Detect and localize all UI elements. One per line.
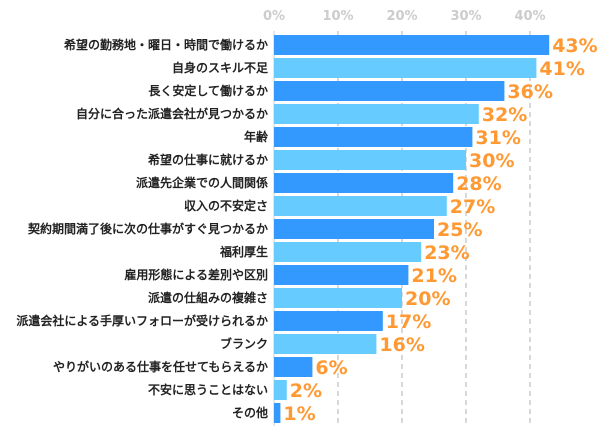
value-label: 36% (507, 81, 552, 103)
bar (274, 104, 479, 124)
bar (274, 334, 377, 354)
value-label: 23% (424, 242, 469, 264)
value-label: 41% (539, 58, 584, 80)
category-label: 希望の仕事に就けるか (147, 152, 268, 167)
value-label: 16% (379, 334, 424, 356)
category-label: 契約期間満了後に次の仕事がすぐ見つかるか (27, 221, 268, 236)
category-label: 不安に思うことはない (148, 382, 268, 397)
category-label: 自身のスキル不足 (172, 60, 268, 75)
value-label: 28% (456, 173, 501, 195)
value-label: 27% (450, 196, 495, 218)
category-label: 年齢 (244, 129, 269, 144)
value-label: 32% (482, 104, 527, 126)
category-label: 雇用形態による差別や区別 (124, 267, 268, 282)
x-tick-label: 10% (322, 9, 353, 24)
category-label: ブランク (220, 336, 268, 351)
bar (274, 81, 505, 101)
x-tick-label: 0% (263, 9, 285, 24)
value-label: 2% (290, 380, 322, 402)
value-label: 17% (386, 311, 431, 333)
value-label: 25% (437, 219, 482, 241)
value-label: 20% (405, 288, 450, 310)
x-tick-label: 40% (514, 9, 545, 24)
bar (274, 357, 313, 377)
category-label: 長く安定して働けるか (148, 83, 268, 98)
value-label: 21% (411, 265, 456, 287)
x-tick-label: 30% (450, 9, 481, 24)
value-label: 6% (315, 357, 347, 379)
bar (274, 242, 422, 262)
bar (274, 288, 402, 308)
category-label: 収入の不安定さ (184, 198, 268, 213)
bar (274, 150, 466, 170)
value-label: 31% (475, 127, 520, 149)
x-tick-label: 20% (386, 9, 417, 24)
bar (274, 35, 550, 55)
bar (274, 311, 383, 331)
value-label: 30% (469, 150, 514, 172)
category-label: 派遣先企業での人間関係 (136, 175, 268, 190)
category-label: その他 (232, 405, 268, 420)
value-label: 43% (552, 35, 597, 57)
bar (274, 127, 473, 147)
bar (274, 196, 447, 216)
category-label: 福利厚生 (219, 244, 268, 259)
category-label: 自分に合った派遣会社が見つかるか (76, 106, 268, 121)
value-label: 1% (283, 403, 315, 425)
category-label: 派遣の仕組みの複雑さ (148, 290, 268, 305)
category-label: 派遣会社による手厚いフォローが受けられるか (16, 313, 268, 328)
bar (274, 403, 281, 423)
bar (274, 58, 537, 78)
bar (274, 219, 434, 239)
bar (274, 173, 454, 193)
bar (274, 380, 287, 400)
bar (274, 265, 409, 285)
category-label: 希望の勤務地・曜日・時間で働けるか (63, 37, 268, 52)
category-label: やりがいのある仕事を任せてもらえるか (53, 359, 268, 374)
